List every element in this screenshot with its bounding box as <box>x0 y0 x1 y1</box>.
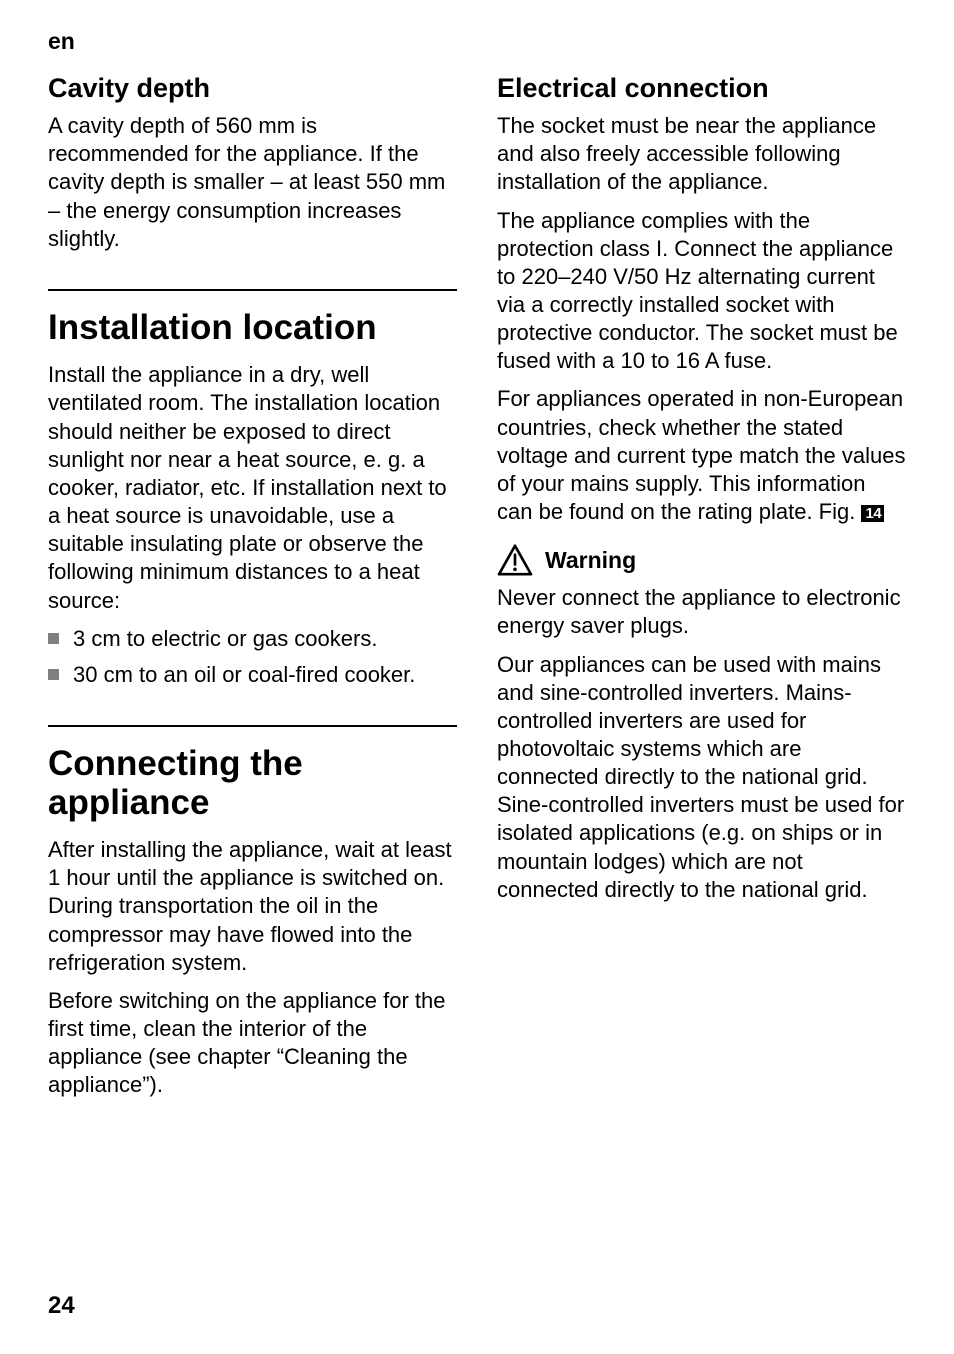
page-number: 24 <box>48 1292 75 1320</box>
section-connecting-appliance: Connecting the appliance After installin… <box>48 745 457 1099</box>
figure-reference-badge: 14 <box>861 505 884 522</box>
installation-location-para: Install the appliance in a dry, well ven… <box>48 361 457 614</box>
list-item: 3 cm to electric or gas cookers. <box>48 625 457 653</box>
connecting-appliance-para-1: After installing the appliance, wait at … <box>48 836 457 977</box>
cavity-depth-heading: Cavity depth <box>48 73 457 104</box>
content-columns: Cavity depth A cavity depth of 560 mm is… <box>48 73 906 1109</box>
warning-para-1: Never connect the appliance to electroni… <box>497 584 906 640</box>
installation-location-list: 3 cm to electric or gas cookers. 30 cm t… <box>48 625 457 689</box>
electrical-connection-para-3: For appliances operated in non-European … <box>497 385 906 526</box>
section-divider <box>48 289 457 291</box>
list-item-text: 30 cm to an oil or coal-fired cooker. <box>73 661 415 689</box>
electrical-connection-para-2: The appliance complies with the protecti… <box>497 207 906 376</box>
electrical-connection-heading: Electrical connection <box>497 73 906 104</box>
section-divider <box>48 725 457 727</box>
list-item-text: 3 cm to electric or gas cookers. <box>73 625 377 653</box>
section-cavity-depth: Cavity depth A cavity depth of 560 mm is… <box>48 73 457 253</box>
section-electrical-connection: Electrical connection The socket must be… <box>497 73 906 526</box>
cavity-depth-para: A cavity depth of 560 mm is recommended … <box>48 112 457 253</box>
installation-location-heading: Installation location <box>48 309 457 348</box>
warning-heading-row: Warning <box>497 544 906 576</box>
warning-para-2: Our appliances can be used with mains an… <box>497 651 906 904</box>
warning-label: Warning <box>545 547 636 574</box>
bullet-icon <box>48 633 59 644</box>
right-column: Electrical connection The socket must be… <box>497 73 906 1109</box>
warning-triangle-icon <box>497 544 533 576</box>
electrical-connection-para-1: The socket must be near the appliance an… <box>497 112 906 196</box>
connecting-appliance-para-2: Before switching on the appliance for th… <box>48 987 457 1100</box>
left-column: Cavity depth A cavity depth of 560 mm is… <box>48 73 457 1109</box>
language-code: en <box>48 28 906 55</box>
section-installation-location: Installation location Install the applia… <box>48 309 457 689</box>
bullet-icon <box>48 669 59 680</box>
electrical-connection-para-3-text: For appliances operated in non-European … <box>497 386 905 524</box>
list-item: 30 cm to an oil or coal-fired cooker. <box>48 661 457 689</box>
connecting-appliance-heading: Connecting the appliance <box>48 745 457 822</box>
